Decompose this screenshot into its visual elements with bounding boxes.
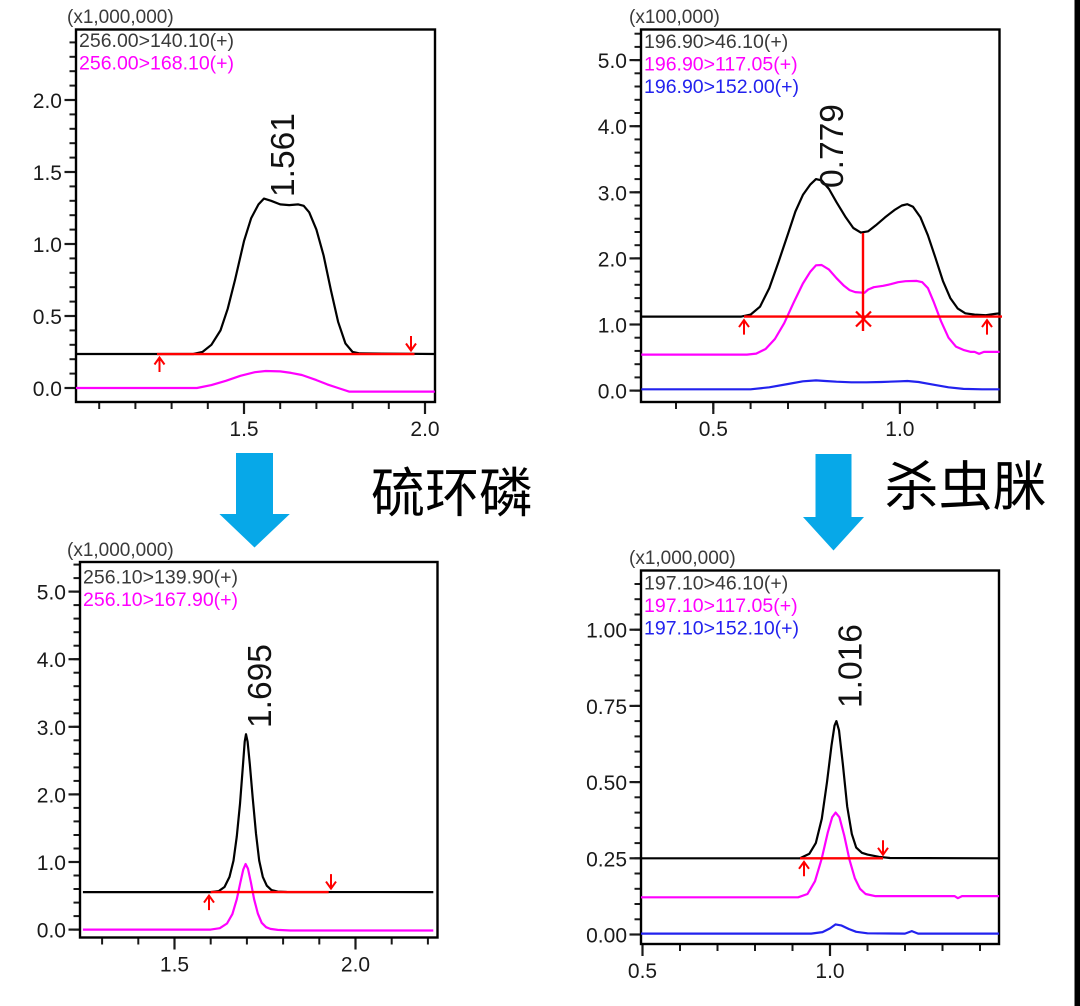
- svg-text:2.0: 2.0: [33, 90, 62, 113]
- svg-text:2.0: 2.0: [410, 418, 439, 441]
- svg-text:1.0: 1.0: [885, 418, 914, 441]
- svg-text:0.5: 0.5: [33, 306, 62, 329]
- svg-text:2.0: 2.0: [598, 248, 627, 271]
- svg-text:0.0: 0.0: [37, 920, 66, 943]
- svg-text:0.25: 0.25: [586, 848, 627, 871]
- svg-text:(x1,000,000): (x1,000,000): [67, 7, 174, 28]
- svg-text:(x1,000,000): (x1,000,000): [629, 548, 736, 569]
- svg-text:(x100,000): (x100,000): [629, 7, 720, 28]
- svg-text:4.0: 4.0: [37, 649, 66, 672]
- svg-text:1.0: 1.0: [37, 852, 66, 875]
- svg-text:0.00: 0.00: [586, 925, 627, 948]
- svg-text:196.90>46.10(+): 196.90>46.10(+): [644, 31, 788, 53]
- svg-text:0.5: 0.5: [628, 960, 657, 983]
- svg-text:0.50: 0.50: [586, 772, 627, 795]
- svg-text:0.5: 0.5: [699, 418, 728, 441]
- svg-text:256.00>168.10(+): 256.00>168.10(+): [79, 52, 234, 74]
- svg-text:3.0: 3.0: [598, 182, 627, 205]
- svg-text:256.00>140.10(+): 256.00>140.10(+): [79, 30, 234, 52]
- svg-text:0.75: 0.75: [586, 696, 627, 719]
- svg-text:5.0: 5.0: [598, 50, 627, 73]
- svg-text:256.10>139.90(+): 256.10>139.90(+): [83, 567, 238, 589]
- svg-text:3.0: 3.0: [37, 717, 66, 740]
- svg-text:(x1,000,000): (x1,000,000): [67, 540, 174, 561]
- svg-text:1.5: 1.5: [160, 954, 189, 977]
- svg-text:1.016: 1.016: [833, 624, 870, 708]
- svg-text:196.90>117.05(+): 196.90>117.05(+): [644, 53, 798, 75]
- svg-text:0.0: 0.0: [598, 381, 627, 404]
- svg-text:1.5: 1.5: [229, 418, 258, 441]
- svg-text:197.10>117.05(+): 197.10>117.05(+): [644, 595, 798, 617]
- svg-text:2.0: 2.0: [37, 784, 66, 807]
- svg-text:1.00: 1.00: [586, 620, 627, 643]
- svg-text:1.695: 1.695: [242, 644, 279, 728]
- svg-text:5.0: 5.0: [37, 582, 66, 605]
- svg-text:1.0: 1.0: [33, 234, 62, 257]
- svg-text:1.0: 1.0: [598, 315, 627, 338]
- svg-text:0.779: 0.779: [814, 104, 851, 188]
- svg-text:1.0: 1.0: [815, 960, 844, 983]
- svg-text:197.10>152.10(+): 197.10>152.10(+): [644, 618, 799, 640]
- svg-text:256.10>167.90(+): 256.10>167.90(+): [83, 589, 238, 611]
- svg-text:0.0: 0.0: [33, 378, 62, 401]
- svg-text:1.5: 1.5: [33, 162, 62, 185]
- svg-text:2.0: 2.0: [341, 954, 370, 977]
- svg-text:1.561: 1.561: [265, 113, 302, 197]
- svg-text:197.10>46.10(+): 197.10>46.10(+): [644, 573, 788, 595]
- svg-text:4.0: 4.0: [598, 116, 627, 139]
- svg-text:196.90>152.00(+): 196.90>152.00(+): [644, 76, 799, 98]
